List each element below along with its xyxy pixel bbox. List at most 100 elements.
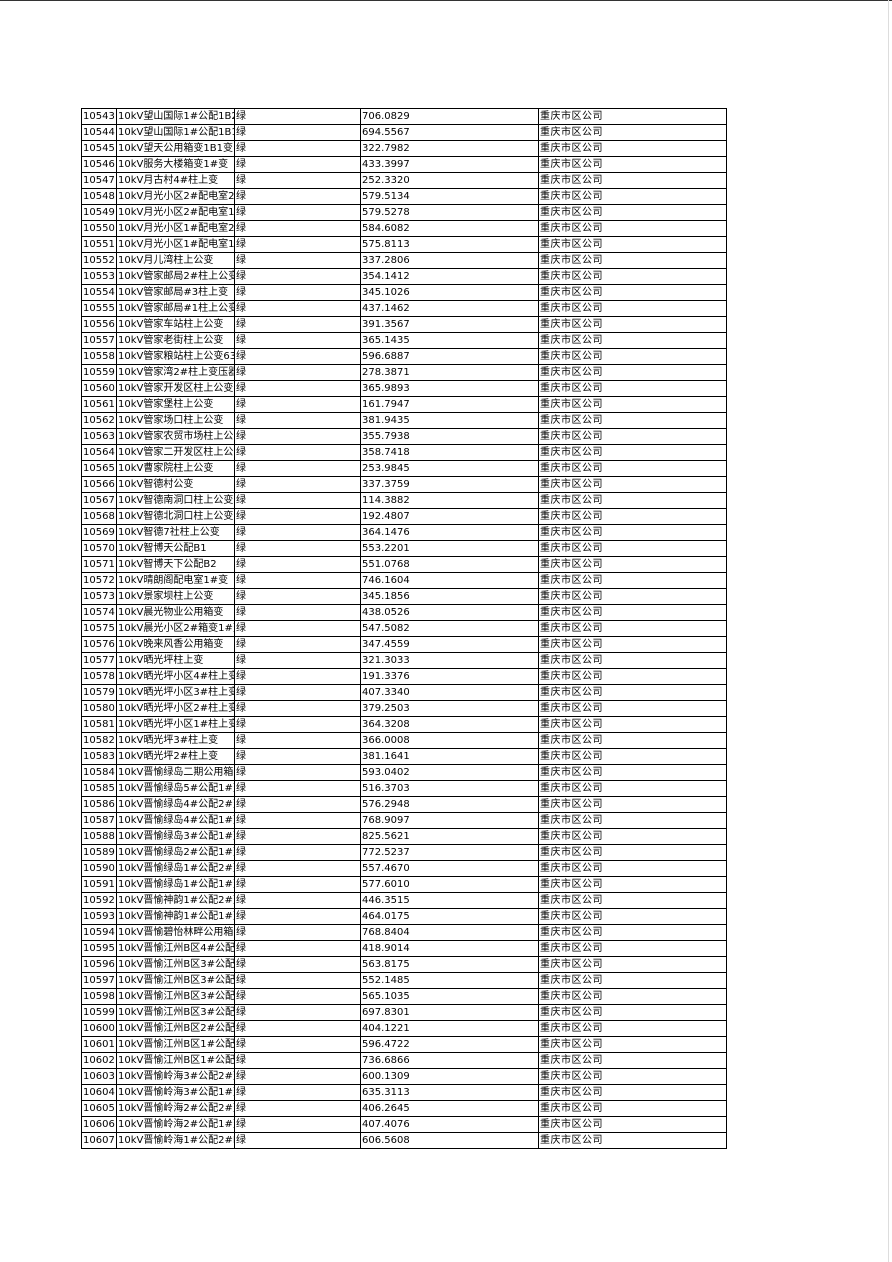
table-row: 10602 10kV晋愉江州B区1#公配绿 736.6866 重庆市区公司 xyxy=(81,1052,727,1069)
transformer-name-cell: 10kV晋愉江州B区3#公配 xyxy=(116,972,235,989)
transformer-name-cell: 10kV管家邮局#1柱上公变 xyxy=(116,300,235,317)
value-cell: 365.1435 xyxy=(360,332,539,349)
status-color-cell: 绿 xyxy=(234,684,361,701)
table-row: 10603 10kV晋愉岭海3#公配2#变绿 600.1309 重庆市区公司 xyxy=(81,1068,727,1085)
value-cell: 547.5082 xyxy=(360,620,539,637)
value-cell: 697.8301 xyxy=(360,1004,539,1021)
transformer-name-cell: 10kV管家邮局2#柱上公变 xyxy=(116,268,235,285)
transformer-name-cell: 10kV晋愉碧怡林畔公用箱 xyxy=(116,924,235,941)
row-id-cell: 10548 xyxy=(81,188,117,205)
value-cell: 438.0526 xyxy=(360,604,539,621)
company-cell: 重庆市区公司 xyxy=(538,380,727,397)
company-cell: 重庆市区公司 xyxy=(538,828,727,845)
value-cell: 355.7938 xyxy=(360,428,539,445)
value-cell: 252.3320 xyxy=(360,172,539,189)
transformer-name-cell: 10kV晚来风香公用箱变 xyxy=(116,636,235,653)
transformer-name-cell: 10kV晋愉江州B区2#公配 xyxy=(116,1020,235,1037)
table-row: 10574 10kV晨光物业公用箱变绿 438.0526 重庆市区公司 xyxy=(81,604,727,621)
value-cell: 746.1604 xyxy=(360,572,539,589)
transformer-name-cell: 10kV管家湾2#柱上变压器 xyxy=(116,364,235,381)
value-cell: 345.1856 xyxy=(360,588,539,605)
value-cell: 706.0829 xyxy=(360,108,539,125)
row-id-cell: 10578 xyxy=(81,668,117,685)
value-cell: 354.1412 xyxy=(360,268,539,285)
value-cell: 557.4670 xyxy=(360,860,539,877)
row-id-cell: 10561 xyxy=(81,396,117,413)
row-id-cell: 10585 xyxy=(81,780,117,797)
transformer-name-cell: 10kV晋愉绿岛4#公配1#变 xyxy=(116,812,235,829)
value-cell: 253.9845 xyxy=(360,460,539,477)
table-row: 10599 10kV晋愉江州B区3#公配绿 697.8301 重庆市区公司 xyxy=(81,1004,727,1021)
value-cell: 768.9097 xyxy=(360,812,539,829)
row-id-cell: 10605 xyxy=(81,1100,117,1117)
status-color-cell: 绿 xyxy=(234,460,361,477)
transformer-name-cell: 10kV管家老街柱上公变 xyxy=(116,332,235,349)
table-row: 10597 10kV晋愉江州B区3#公配绿 552.1485 重庆市区公司 xyxy=(81,972,727,989)
page-right-edge xyxy=(888,0,889,1262)
row-id-cell: 10596 xyxy=(81,956,117,973)
company-cell: 重庆市区公司 xyxy=(538,188,727,205)
row-id-cell: 10600 xyxy=(81,1020,117,1037)
company-cell: 重庆市区公司 xyxy=(538,396,727,413)
row-id-cell: 10597 xyxy=(81,972,117,989)
company-cell: 重庆市区公司 xyxy=(538,220,727,237)
table-row: 10564 10kV管家二开发区柱上公绿 358.7418 重庆市区公司 xyxy=(81,444,727,461)
row-id-cell: 10553 xyxy=(81,268,117,285)
status-color-cell: 绿 xyxy=(234,780,361,797)
data-table: 10543 10kV望山国际1#公配1B2 绿 706.0829 重庆市区公司 10544… xyxy=(81,108,727,1149)
table-row: 10584 10kV晋愉绿岛二期公用箱绿 593.0402 重庆市区公司 xyxy=(81,764,727,781)
status-color-cell: 绿 xyxy=(234,1004,361,1021)
status-color-cell: 绿 xyxy=(234,284,361,301)
row-id-cell: 10571 xyxy=(81,556,117,573)
status-color-cell: 绿 xyxy=(234,444,361,461)
company-cell: 重庆市区公司 xyxy=(538,860,727,877)
company-cell: 重庆市区公司 xyxy=(538,140,727,157)
transformer-name-cell: 10kV晋愉江州B区3#公配 xyxy=(116,956,235,973)
status-color-cell: 绿 xyxy=(234,204,361,221)
table-row: 10596 10kV晋愉江州B区3#公配绿 563.8175 重庆市区公司 xyxy=(81,956,727,973)
transformer-name-cell: 10kV智德7社柱上公变 xyxy=(116,524,235,541)
row-id-cell: 10544 xyxy=(81,124,117,141)
table-row: 10592 10kV晋愉神韵1#公配2#变绿 446.3515 重庆市区公司 xyxy=(81,892,727,909)
transformer-name-cell: 10kV望天公用箱变1B1变 xyxy=(116,140,235,157)
transformer-name-cell: 10kV月光小区1#配电室2 xyxy=(116,220,235,237)
company-cell: 重庆市区公司 xyxy=(538,972,727,989)
company-cell: 重庆市区公司 xyxy=(538,652,727,669)
status-color-cell: 绿 xyxy=(234,828,361,845)
table-row: 10548 10kV月光小区2#配电室2 绿 579.5134 重庆市区公司 xyxy=(81,188,727,205)
transformer-name-cell: 10kV晋愉岭海2#公配1#变 xyxy=(116,1116,235,1133)
table-row: 10590 10kV晋愉绿岛1#公配2#变绿 557.4670 重庆市区公司 xyxy=(81,860,727,877)
status-color-cell: 绿 xyxy=(234,268,361,285)
row-id-cell: 10563 xyxy=(81,428,117,445)
table-row: 10586 10kV晋愉绿岛4#公配2#变绿 576.2948 重庆市区公司 xyxy=(81,796,727,813)
status-color-cell: 绿 xyxy=(234,252,361,269)
row-id-cell: 10562 xyxy=(81,412,117,429)
status-color-cell: 绿 xyxy=(234,188,361,205)
transformer-name-cell: 10kV晒光坪小区3#柱上变 xyxy=(116,684,235,701)
row-id-cell: 10598 xyxy=(81,988,117,1005)
value-cell: 321.3033 xyxy=(360,652,539,669)
transformer-name-cell: 10kV智德南洞口柱上公变 xyxy=(116,492,235,509)
table-row: 10567 10kV智德南洞口柱上公变绿 114.3882 重庆市区公司 xyxy=(81,492,727,509)
transformer-name-cell: 10kV智德村公变 xyxy=(116,476,235,493)
status-color-cell: 绿 xyxy=(234,476,361,493)
table-row: 10604 10kV晋愉岭海3#公配1#变绿 635.3113 重庆市区公司 xyxy=(81,1084,727,1101)
row-id-cell: 10604 xyxy=(81,1084,117,1101)
status-color-cell: 绿 xyxy=(234,972,361,989)
status-color-cell: 绿 xyxy=(234,844,361,861)
value-cell: 768.8404 xyxy=(360,924,539,941)
table-row: 10568 10kV智德北洞口柱上公变绿 192.4807 重庆市区公司 xyxy=(81,508,727,525)
table-row: 10591 10kV晋愉绿岛1#公配1#变绿 577.6010 重庆市区公司 xyxy=(81,876,727,893)
table-row: 10605 10kV晋愉岭海2#公配2#变绿 406.2645 重庆市区公司 xyxy=(81,1100,727,1117)
status-color-cell: 绿 xyxy=(234,524,361,541)
value-cell: 192.4807 xyxy=(360,508,539,525)
value-cell: 563.8175 xyxy=(360,956,539,973)
value-cell: 358.7418 xyxy=(360,444,539,461)
table-row: 10577 10kV晒光坪柱上变绿 321.3033 重庆市区公司 xyxy=(81,652,727,669)
value-cell: 391.3567 xyxy=(360,316,539,333)
status-color-cell: 绿 xyxy=(234,108,361,125)
transformer-name-cell: 10kV晋愉神韵1#公配1#变 xyxy=(116,908,235,925)
status-color-cell: 绿 xyxy=(234,348,361,365)
table-row: 10595 10kV晋愉江州B区4#公配绿 418.9014 重庆市区公司 xyxy=(81,940,727,957)
row-id-cell: 10577 xyxy=(81,652,117,669)
